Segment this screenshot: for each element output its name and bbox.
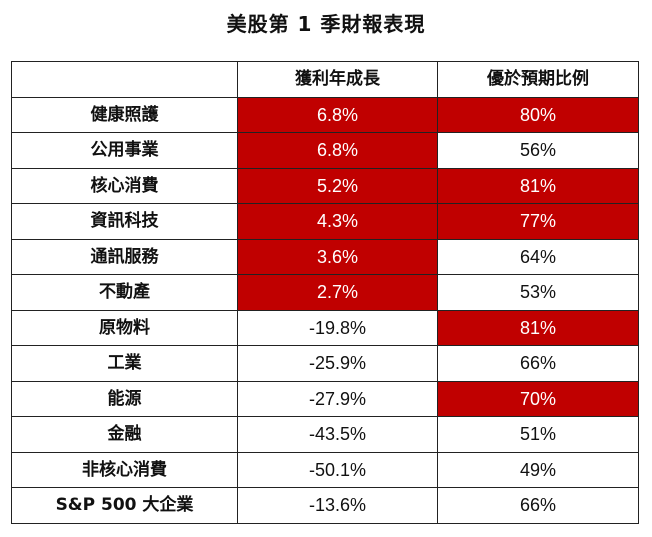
growth-cell: 6.8% <box>237 96 438 133</box>
growth-cell: -43.5% <box>237 416 438 453</box>
growth-cell: -13.6% <box>237 487 438 524</box>
table-row: 金融 -43.5% 51% <box>11 416 639 453</box>
table-header-row: 獲利年成長 優於預期比例 <box>11 61 639 98</box>
growth-cell: 4.3% <box>237 203 438 240</box>
table-row: 資訊科技 4.3% 77% <box>11 203 639 240</box>
sector-cell: 金融 <box>11 416 238 453</box>
sector-cell: 健康照護 <box>11 96 238 133</box>
header-beat-ratio: 優於預期比例 <box>437 61 639 98</box>
table-row: 能源 -27.9% 70% <box>11 380 639 417</box>
growth-cell: -19.8% <box>237 309 438 346</box>
growth-cell: 3.6% <box>237 238 438 275</box>
table-row: 非核心消費 -50.1% 49% <box>11 451 639 488</box>
growth-cell: 2.7% <box>237 274 438 311</box>
table-row: 通訊服務 3.6% 64% <box>11 238 639 275</box>
beat-ratio-cell: 81% <box>437 167 639 204</box>
beat-ratio-cell: 70% <box>437 380 639 417</box>
beat-ratio-cell: 49% <box>437 451 639 488</box>
growth-cell: -25.9% <box>237 345 438 382</box>
sector-cell: 核心消費 <box>11 167 238 204</box>
growth-cell: 5.2% <box>237 167 438 204</box>
header-growth: 獲利年成長 <box>237 61 438 98</box>
growth-cell: 6.8% <box>237 132 438 169</box>
growth-cell: -27.9% <box>237 380 438 417</box>
table-row: 公用事業 6.8% 56% <box>11 132 639 169</box>
sector-cell: S&P 500 大企業 <box>11 487 238 524</box>
earnings-table: 獲利年成長 優於預期比例 健康照護 6.8% 80% 公用事業 6.8% 56%… <box>11 61 639 524</box>
beat-ratio-cell: 66% <box>437 345 639 382</box>
beat-ratio-cell: 66% <box>437 487 639 524</box>
table-row: 不動產 2.7% 53% <box>11 274 639 311</box>
table-row: S&P 500 大企業 -13.6% 66% <box>11 487 639 524</box>
sector-cell: 能源 <box>11 380 238 417</box>
sector-cell: 公用事業 <box>11 132 238 169</box>
growth-cell: -50.1% <box>237 451 438 488</box>
beat-ratio-cell: 81% <box>437 309 639 346</box>
table-row: 健康照護 6.8% 80% <box>11 96 639 133</box>
sector-cell: 不動產 <box>11 274 238 311</box>
beat-ratio-cell: 51% <box>437 416 639 453</box>
page-title: 美股第 1 季財報表現 <box>226 12 426 36</box>
table-row: 原物料 -19.8% 81% <box>11 309 639 346</box>
table-row: 工業 -25.9% 66% <box>11 345 639 382</box>
sector-cell: 工業 <box>11 345 238 382</box>
sector-cell: 非核心消費 <box>11 451 238 488</box>
beat-ratio-cell: 64% <box>437 238 639 275</box>
sector-cell: 通訊服務 <box>11 238 238 275</box>
beat-ratio-cell: 53% <box>437 274 639 311</box>
sector-cell: 資訊科技 <box>11 203 238 240</box>
table-row: 核心消費 5.2% 81% <box>11 167 639 204</box>
beat-ratio-cell: 80% <box>437 96 639 133</box>
beat-ratio-cell: 77% <box>437 203 639 240</box>
sector-cell: 原物料 <box>11 309 238 346</box>
beat-ratio-cell: 56% <box>437 132 639 169</box>
header-corner-cell <box>11 61 238 98</box>
